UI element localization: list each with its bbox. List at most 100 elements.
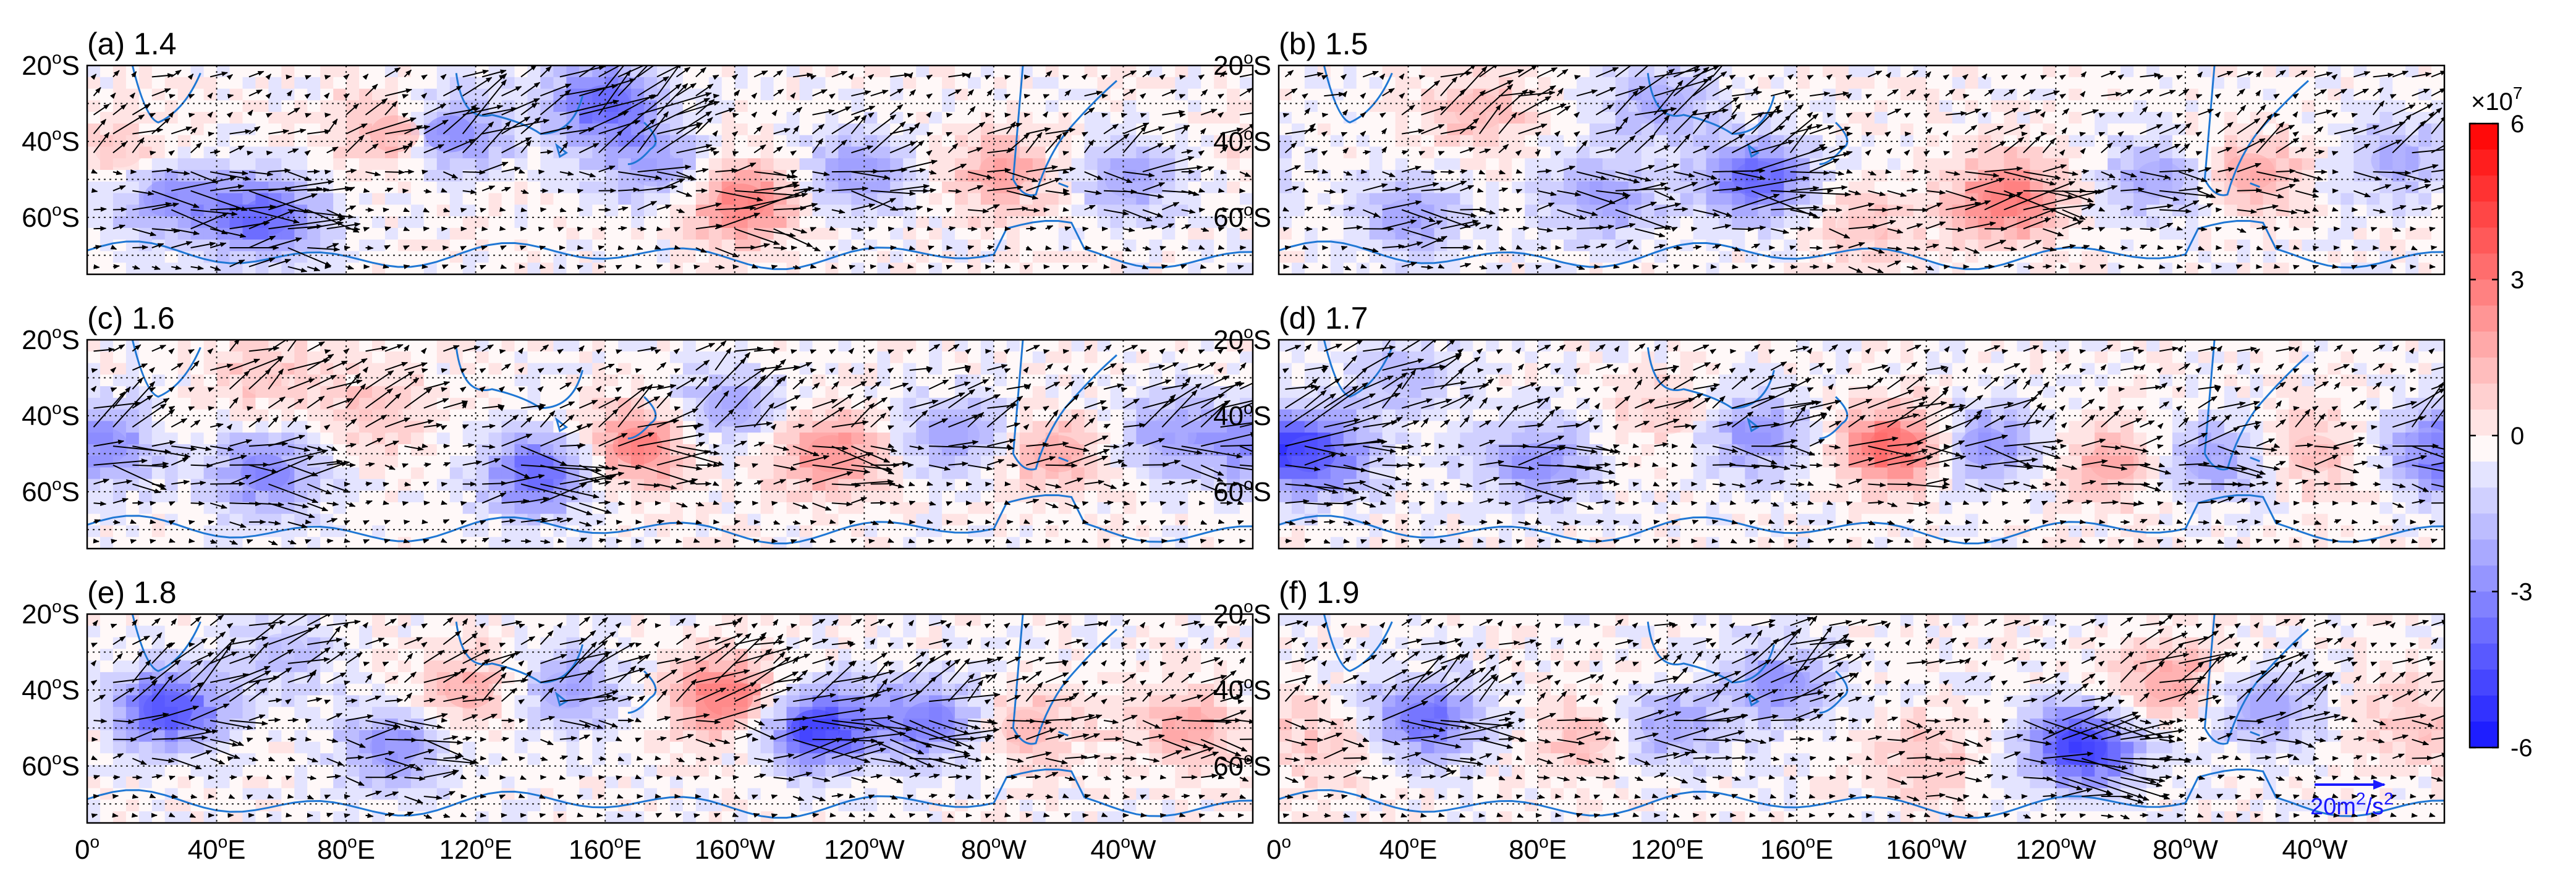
y-tick-label: 40oS	[22, 673, 80, 706]
anomaly-center	[2144, 664, 2194, 701]
colorbar-level	[2470, 565, 2498, 592]
anomaly-field	[87, 65, 1253, 274]
colorbar-level	[2470, 409, 2498, 436]
colorbar-level	[2470, 253, 2498, 280]
colorbar-level	[2470, 331, 2498, 358]
x-tick-label: 0o	[1266, 832, 1291, 865]
coastline	[1279, 65, 2444, 271]
anomaly-center	[95, 130, 145, 168]
colorbar-level	[2470, 279, 2498, 306]
anomaly-center	[240, 454, 290, 492]
anomaly-center	[425, 115, 475, 153]
colorbar-level	[2470, 462, 2498, 488]
reference-label: 20m2/s2	[2310, 789, 2394, 820]
grid-lines	[1279, 65, 2444, 274]
x-tick-label: 40oE	[188, 832, 246, 865]
colorbar-level	[2470, 695, 2498, 722]
grid-lines	[1279, 340, 2444, 549]
x-tick-label: 40oW	[2282, 832, 2348, 865]
colorbar-tick-label: 6	[2510, 111, 2524, 138]
grid-lines	[87, 65, 1253, 274]
y-tick-label: 40oS	[1213, 398, 1271, 431]
grid-lines	[87, 614, 1253, 823]
coastline	[1279, 340, 2444, 545]
coastline	[87, 340, 1253, 545]
colorbar-tick-label: 3	[2510, 267, 2524, 294]
x-tick-label: 80oE	[317, 832, 375, 865]
anomaly-field	[1279, 614, 2444, 823]
anomaly-center	[2057, 728, 2107, 766]
colorbar-level	[2470, 305, 2498, 332]
anomaly-center	[1960, 428, 2010, 465]
x-tick-label: 80oW	[2153, 832, 2219, 865]
anomaly-center	[703, 679, 753, 717]
y-tick-label: 60oS	[1213, 474, 1271, 507]
coastline	[87, 65, 1253, 271]
coastline	[87, 614, 1253, 819]
y-tick-label: 60oS	[22, 474, 80, 507]
anomaly-center	[2186, 442, 2236, 480]
anomaly-field	[87, 340, 1253, 549]
flux-vectors	[90, 65, 1253, 273]
anomaly-center	[2241, 690, 2291, 728]
colorbar-level	[2470, 643, 2498, 670]
y-tick-label: 40oS	[1213, 124, 1271, 157]
colorbar-level	[2470, 227, 2498, 255]
panel-frame	[86, 64, 1254, 276]
x-tick-label: 120oW	[824, 832, 905, 865]
colorbar-level	[2470, 617, 2498, 644]
x-tick-label: 120oW	[2015, 832, 2096, 865]
x-tick-label: 80oW	[961, 832, 1027, 865]
anomaly-center	[807, 435, 857, 473]
panel-title: (c) 1.6	[87, 301, 175, 335]
colorbar: 6 3 0 -3 -6 ×107	[2468, 83, 2533, 762]
panel-title: (a) 1.4	[87, 27, 177, 61]
anomaly-center	[1733, 416, 1783, 453]
y-tick-label: 20oS	[22, 322, 80, 355]
panel-title: (f) 1.9	[1279, 575, 1360, 610]
colorbar-level	[2470, 201, 2498, 229]
anomaly-center	[143, 180, 193, 217]
anomaly-field	[1279, 340, 2444, 549]
anomaly-center	[1837, 206, 1886, 244]
colorbar-tick-label: -3	[2510, 579, 2533, 606]
colorbar-level	[2470, 124, 2498, 150]
x-tick-label: 120oE	[1630, 832, 1703, 865]
x-tick-label: 120oE	[439, 832, 512, 865]
anomaly-center	[1642, 397, 1692, 434]
anomaly-center	[1454, 92, 1504, 130]
anomaly-center	[2225, 153, 2275, 191]
panel-title: (b) 1.5	[1279, 27, 1368, 61]
panel-frame	[1277, 613, 2446, 824]
anomaly-center	[930, 416, 980, 453]
x-tick-label: 40oE	[1379, 832, 1438, 865]
anomaly-center	[1869, 428, 1919, 465]
colorbar-level	[2470, 487, 2498, 515]
anomaly-center	[1561, 717, 1611, 754]
grid-lines	[1279, 614, 2444, 823]
colorbar-level	[2470, 436, 2498, 462]
colorbar-level	[2470, 721, 2498, 748]
anomaly-center	[87, 428, 129, 465]
anomaly-center	[2371, 141, 2421, 179]
panel-frame	[86, 613, 1254, 824]
y-tick-label: 20oS	[22, 597, 80, 630]
colorbar-exponent: ×107	[2471, 83, 2522, 116]
y-tick-label: 20oS	[1213, 597, 1271, 630]
y-tick-label: 40oS	[1213, 673, 1271, 706]
anomaly-center	[703, 389, 753, 427]
flux-vectors	[1282, 614, 2444, 820]
anomaly-center	[515, 454, 566, 492]
panel-frame	[86, 339, 1254, 550]
colorbar-tick-label: 0	[2510, 423, 2524, 450]
anomaly-center	[143, 690, 193, 728]
colorbar-level	[2470, 591, 2498, 618]
flux-vectors	[1282, 340, 2444, 544]
coastline	[1279, 614, 2444, 819]
